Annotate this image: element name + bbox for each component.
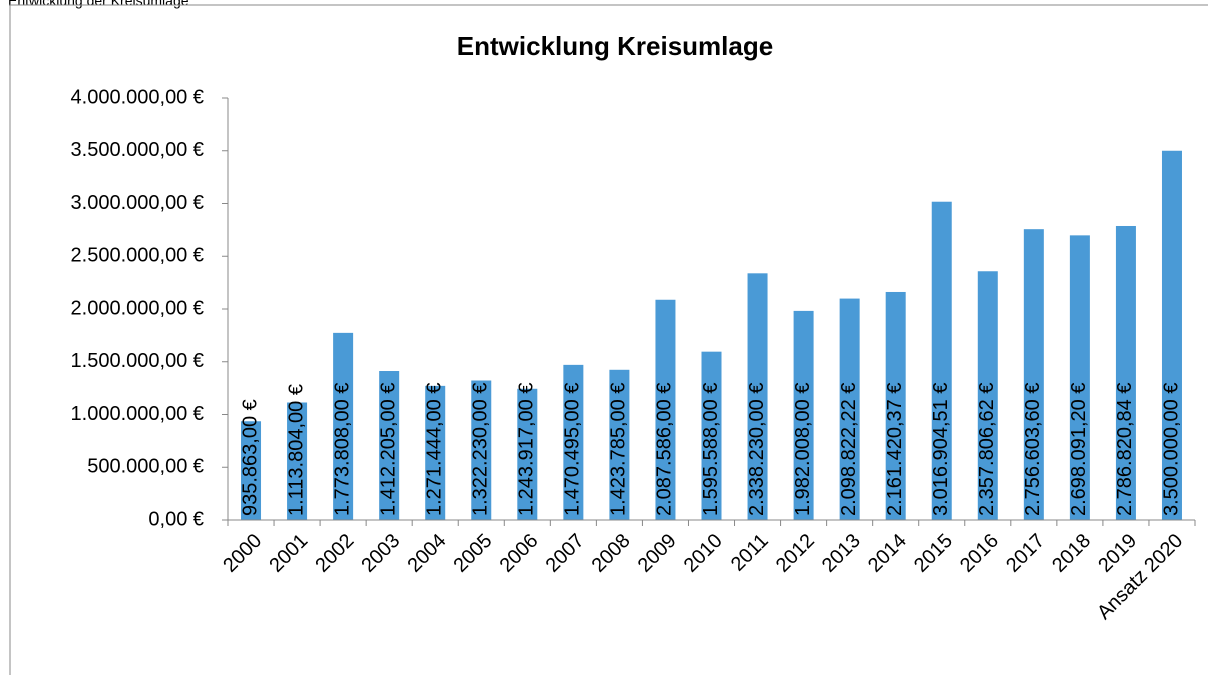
bar <box>839 298 860 520</box>
data-label: 1.113.804,00 € <box>285 384 307 516</box>
data-label: 2.161.420,37 € <box>884 383 906 516</box>
bar <box>241 421 262 520</box>
x-tick-label: 2005 <box>450 530 497 577</box>
data-label: 3.016.904,51 € <box>930 383 952 516</box>
y-tick-label: 1.000.000,00 € <box>71 403 204 425</box>
data-label: 1.271.444,00 € <box>423 383 445 516</box>
x-tick-label: 2010 <box>680 530 727 577</box>
bar <box>977 271 998 520</box>
bar <box>1115 225 1136 520</box>
x-tick-label: 2018 <box>1048 530 1095 577</box>
data-label: 935.863,00 € <box>239 399 261 516</box>
x-tick-label: 2002 <box>311 530 358 577</box>
x-tick-label: 2007 <box>542 530 589 577</box>
chart-title: Entwicklung Kreisumlage <box>457 31 773 61</box>
x-tick-label: 2011 <box>727 530 773 576</box>
bar <box>655 299 676 520</box>
y-tick-label: 1.500.000,00 € <box>71 350 204 372</box>
bar <box>1069 235 1090 520</box>
bar <box>1023 229 1044 520</box>
data-label: 1.982.008,00 € <box>792 383 814 516</box>
data-label: 1.773.808,00 € <box>331 383 353 516</box>
bar <box>885 291 906 520</box>
x-tick-label: 2017 <box>1002 530 1049 577</box>
data-label: 2.698.091,20 € <box>1068 383 1090 516</box>
data-label: 1.412.205,00 € <box>377 383 399 516</box>
y-tick-label: 2.500.000,00 € <box>71 245 204 267</box>
data-label: 2.338.230,00 € <box>746 383 768 516</box>
bar <box>563 364 584 520</box>
data-label: 1.322.230,00 € <box>470 383 492 516</box>
x-tick-label: 2012 <box>772 530 819 577</box>
x-tick-label: 2016 <box>956 530 1003 577</box>
chart-frame <box>9 4 1208 675</box>
data-label: 1.470.495,00 € <box>562 383 584 516</box>
x-tick-label: 2014 <box>864 530 911 577</box>
bar <box>701 351 722 520</box>
bar <box>793 310 814 520</box>
x-tick-label: 2006 <box>496 530 543 577</box>
y-tick-label: 2.000.000,00 € <box>71 297 204 319</box>
bar <box>379 371 400 520</box>
x-tick-label: 2000 <box>219 530 266 577</box>
bar <box>471 380 492 520</box>
data-label: 2.098.822,22 € <box>838 383 860 516</box>
x-tick-label: Ansatz 2020 <box>1093 530 1187 624</box>
x-tick-label: 2001 <box>265 530 312 577</box>
bar <box>931 201 952 521</box>
data-label: 2.357.806,62 € <box>976 383 998 516</box>
data-label: 1.243.917,00 € <box>516 383 538 516</box>
bar <box>425 385 446 520</box>
y-tick-label: 0,00 € <box>148 508 204 530</box>
x-tick-label: 2003 <box>357 530 404 577</box>
x-tick-label: 2008 <box>588 530 635 577</box>
data-label: 2.756.603,60 € <box>1022 383 1044 516</box>
data-label: 3.500.000,00 € <box>1160 383 1182 516</box>
bar <box>1161 150 1182 520</box>
y-tick-label: 500.000,00 € <box>87 456 204 478</box>
data-label: 1.423.785,00 € <box>608 383 630 516</box>
data-label: 2.087.586,00 € <box>654 383 676 516</box>
bar <box>517 388 538 520</box>
x-tick-label: 2015 <box>910 530 957 577</box>
x-tick-label: 2004 <box>403 530 450 577</box>
x-tick-label: 2013 <box>818 530 865 577</box>
bar <box>287 402 308 520</box>
bar <box>609 369 630 520</box>
bar <box>333 332 354 520</box>
data-label: 2.786.820,84 € <box>1114 383 1136 516</box>
y-tick-label: 3.500.000,00 € <box>71 139 204 161</box>
caption: Entwicklung der Kreisumlage <box>8 0 189 9</box>
y-tick-label: 3.000.000,00 € <box>71 192 204 214</box>
bar <box>747 273 768 520</box>
x-tick-label: 2009 <box>634 530 681 577</box>
y-tick-label: 4.000.000,00 € <box>71 86 204 108</box>
data-label: 1.595.588,00 € <box>700 383 722 516</box>
